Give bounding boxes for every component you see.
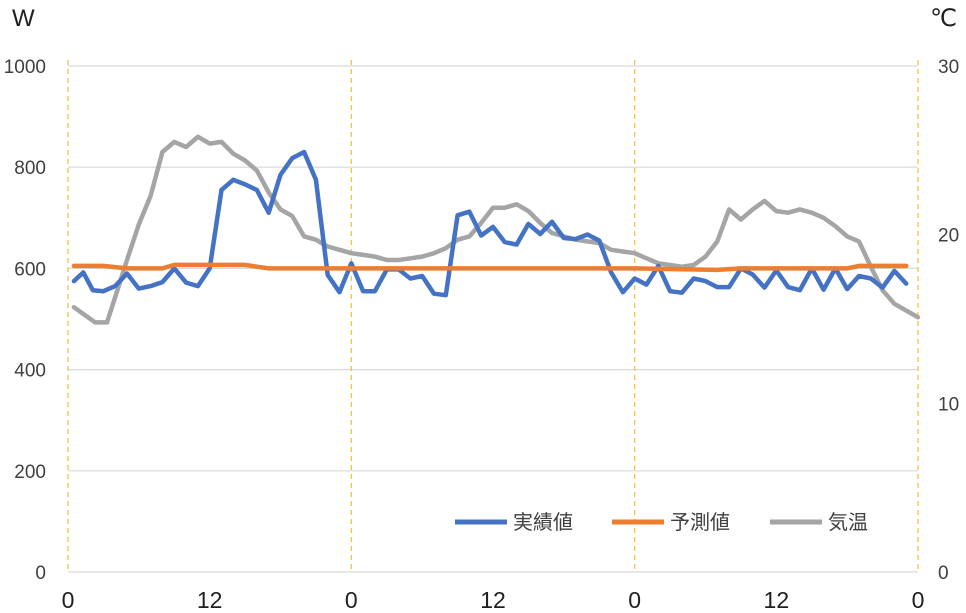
x-tick-label: 0	[345, 587, 358, 613]
right-tick-label: 30	[938, 57, 959, 78]
series-line-1	[71, 262, 909, 273]
x-axis-ticks: 0 12 0 12 0 12 0	[62, 587, 925, 613]
left-tick-label: 800	[14, 158, 46, 179]
left-tick-label: 400	[14, 361, 46, 382]
legend-label-2: 気温	[828, 510, 868, 534]
left-tick-label: 600	[14, 259, 46, 280]
series-line-2	[71, 134, 921, 325]
legend-label-0: 実績値	[513, 510, 573, 534]
x-tick-label: 12	[197, 587, 223, 613]
left-tick-label: 1000	[4, 57, 46, 78]
right-tick-label: 20	[938, 226, 959, 247]
left-axis-ticks: 0 200 400 600 800 1000	[4, 57, 46, 584]
x-tick-label: 0	[912, 587, 925, 613]
series-line-0	[71, 149, 909, 298]
left-unit-label: W	[12, 5, 35, 32]
legend: 実績値 予測値 気温	[455, 510, 868, 534]
series-layer	[71, 134, 921, 325]
right-tick-label: 0	[938, 563, 949, 584]
left-tick-label: 200	[14, 462, 46, 483]
legend-label-1: 予測値	[670, 510, 730, 534]
x-tick-label: 12	[764, 587, 790, 613]
right-axis-ticks: 0 10 20 30	[938, 57, 959, 584]
x-tick-label: 12	[480, 587, 506, 613]
right-unit-label: ℃	[930, 5, 957, 32]
right-tick-label: 10	[938, 394, 959, 415]
x-tick-label: 0	[628, 587, 641, 613]
x-tick-label: 0	[62, 587, 75, 613]
left-tick-label: 0	[35, 563, 46, 584]
